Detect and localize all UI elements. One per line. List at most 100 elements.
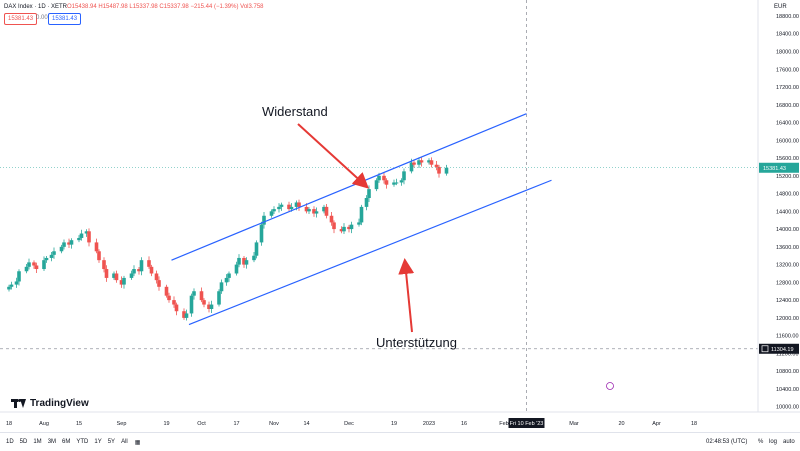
candle[interactable]: [412, 160, 416, 168]
candle[interactable]: [62, 239, 66, 250]
timeframe-ytd[interactable]: YTD: [76, 439, 89, 445]
candle[interactable]: [217, 289, 221, 307]
candle[interactable]: [87, 228, 91, 247]
candle[interactable]: [384, 178, 389, 189]
candle[interactable]: [347, 224, 351, 233]
candle[interactable]: [84, 229, 89, 237]
candle[interactable]: [77, 235, 81, 243]
event-marker-icon[interactable]: [606, 382, 614, 390]
candle[interactable]: [434, 160, 439, 171]
percent-toggle[interactable]: %: [758, 439, 764, 445]
candle[interactable]: [392, 179, 396, 187]
timeframe-1y[interactable]: 1Y: [94, 439, 102, 445]
candle[interactable]: [172, 296, 176, 308]
log-toggle[interactable]: log: [769, 439, 778, 445]
timeframe-1d[interactable]: 1D: [6, 439, 14, 445]
candle[interactable]: [359, 204, 364, 226]
candle[interactable]: [277, 203, 281, 213]
candle[interactable]: [27, 258, 31, 270]
timeframe-3m[interactable]: 3M: [47, 439, 57, 445]
candle[interactable]: [342, 223, 346, 234]
candle[interactable]: [297, 199, 301, 211]
candle[interactable]: [244, 257, 249, 269]
candle[interactable]: [419, 156, 424, 167]
sell-button[interactable]: 15381.43: [4, 13, 38, 25]
candle[interactable]: [192, 288, 196, 300]
candle[interactable]: [52, 247, 56, 259]
candle[interactable]: [7, 284, 11, 292]
candle[interactable]: [44, 255, 49, 263]
candle[interactable]: [182, 308, 186, 320]
candle[interactable]: [104, 265, 109, 282]
candle[interactable]: [437, 164, 441, 178]
calendar-icon[interactable]: ▦: [134, 439, 141, 446]
candle[interactable]: [429, 157, 434, 168]
candle[interactable]: [122, 275, 126, 289]
candle[interactable]: [69, 238, 74, 249]
last-price-tag[interactable]: 15381.43: [759, 162, 799, 173]
candle[interactable]: [259, 221, 264, 246]
timeframe-1m[interactable]: 1M: [33, 439, 42, 445]
candle[interactable]: [154, 270, 159, 284]
candle[interactable]: [184, 309, 189, 321]
candle[interactable]: [237, 254, 241, 268]
candle[interactable]: [164, 284, 169, 298]
candle[interactable]: [97, 249, 101, 263]
candle[interactable]: [112, 271, 116, 280]
candle[interactable]: [324, 204, 329, 219]
candle[interactable]: [147, 256, 151, 269]
candle[interactable]: [157, 276, 161, 291]
timeframe-all[interactable]: All: [121, 439, 128, 445]
candle[interactable]: [149, 264, 154, 277]
candle[interactable]: [199, 287, 204, 303]
currency-label[interactable]: EUR: [774, 4, 787, 10]
candle[interactable]: [102, 257, 106, 273]
candle[interactable]: [394, 178, 399, 186]
candle[interactable]: [252, 251, 256, 263]
candle[interactable]: [59, 244, 64, 254]
symbol-title[interactable]: DAX Index · 1D · XETR: [4, 4, 68, 10]
candle[interactable]: [94, 238, 99, 254]
candle[interactable]: [314, 207, 319, 218]
candle[interactable]: [312, 206, 316, 217]
candle[interactable]: [132, 265, 136, 277]
candle[interactable]: [367, 185, 371, 203]
candle[interactable]: [17, 269, 21, 286]
candle[interactable]: [402, 168, 406, 185]
candle[interactable]: [262, 211, 266, 229]
candle[interactable]: [374, 178, 379, 192]
candle[interactable]: [119, 276, 124, 288]
candle[interactable]: [202, 298, 206, 308]
candle[interactable]: [364, 195, 369, 211]
candle[interactable]: [427, 158, 431, 165]
candle[interactable]: [209, 300, 214, 313]
candle[interactable]: [272, 206, 276, 214]
candle[interactable]: [114, 270, 119, 283]
candle[interactable]: [129, 270, 134, 280]
candle[interactable]: [417, 157, 421, 169]
candle[interactable]: [382, 172, 386, 184]
candle[interactable]: [332, 220, 336, 234]
candle[interactable]: [349, 221, 354, 234]
resistance-trendline[interactable]: [171, 113, 527, 261]
candle[interactable]: [279, 202, 284, 211]
candle[interactable]: [242, 255, 246, 268]
buy-button[interactable]: 15381.43: [48, 13, 82, 25]
candle[interactable]: [234, 261, 239, 276]
candle[interactable]: [254, 240, 259, 259]
line-price-tag[interactable]: 11304.19: [759, 343, 799, 354]
candle[interactable]: [49, 251, 54, 262]
candle[interactable]: [189, 293, 194, 317]
candle[interactable]: [32, 260, 36, 269]
candle[interactable]: [307, 207, 311, 214]
auto-toggle[interactable]: auto: [783, 439, 795, 445]
candle[interactable]: [67, 238, 71, 248]
candle[interactable]: [139, 257, 144, 276]
candle[interactable]: [322, 204, 326, 214]
timeframe-5d[interactable]: 5D: [19, 439, 28, 445]
candle[interactable]: [34, 262, 39, 274]
candle[interactable]: [219, 279, 224, 294]
candle[interactable]: [167, 292, 171, 303]
candle[interactable]: [287, 201, 291, 212]
candle[interactable]: [137, 267, 141, 275]
